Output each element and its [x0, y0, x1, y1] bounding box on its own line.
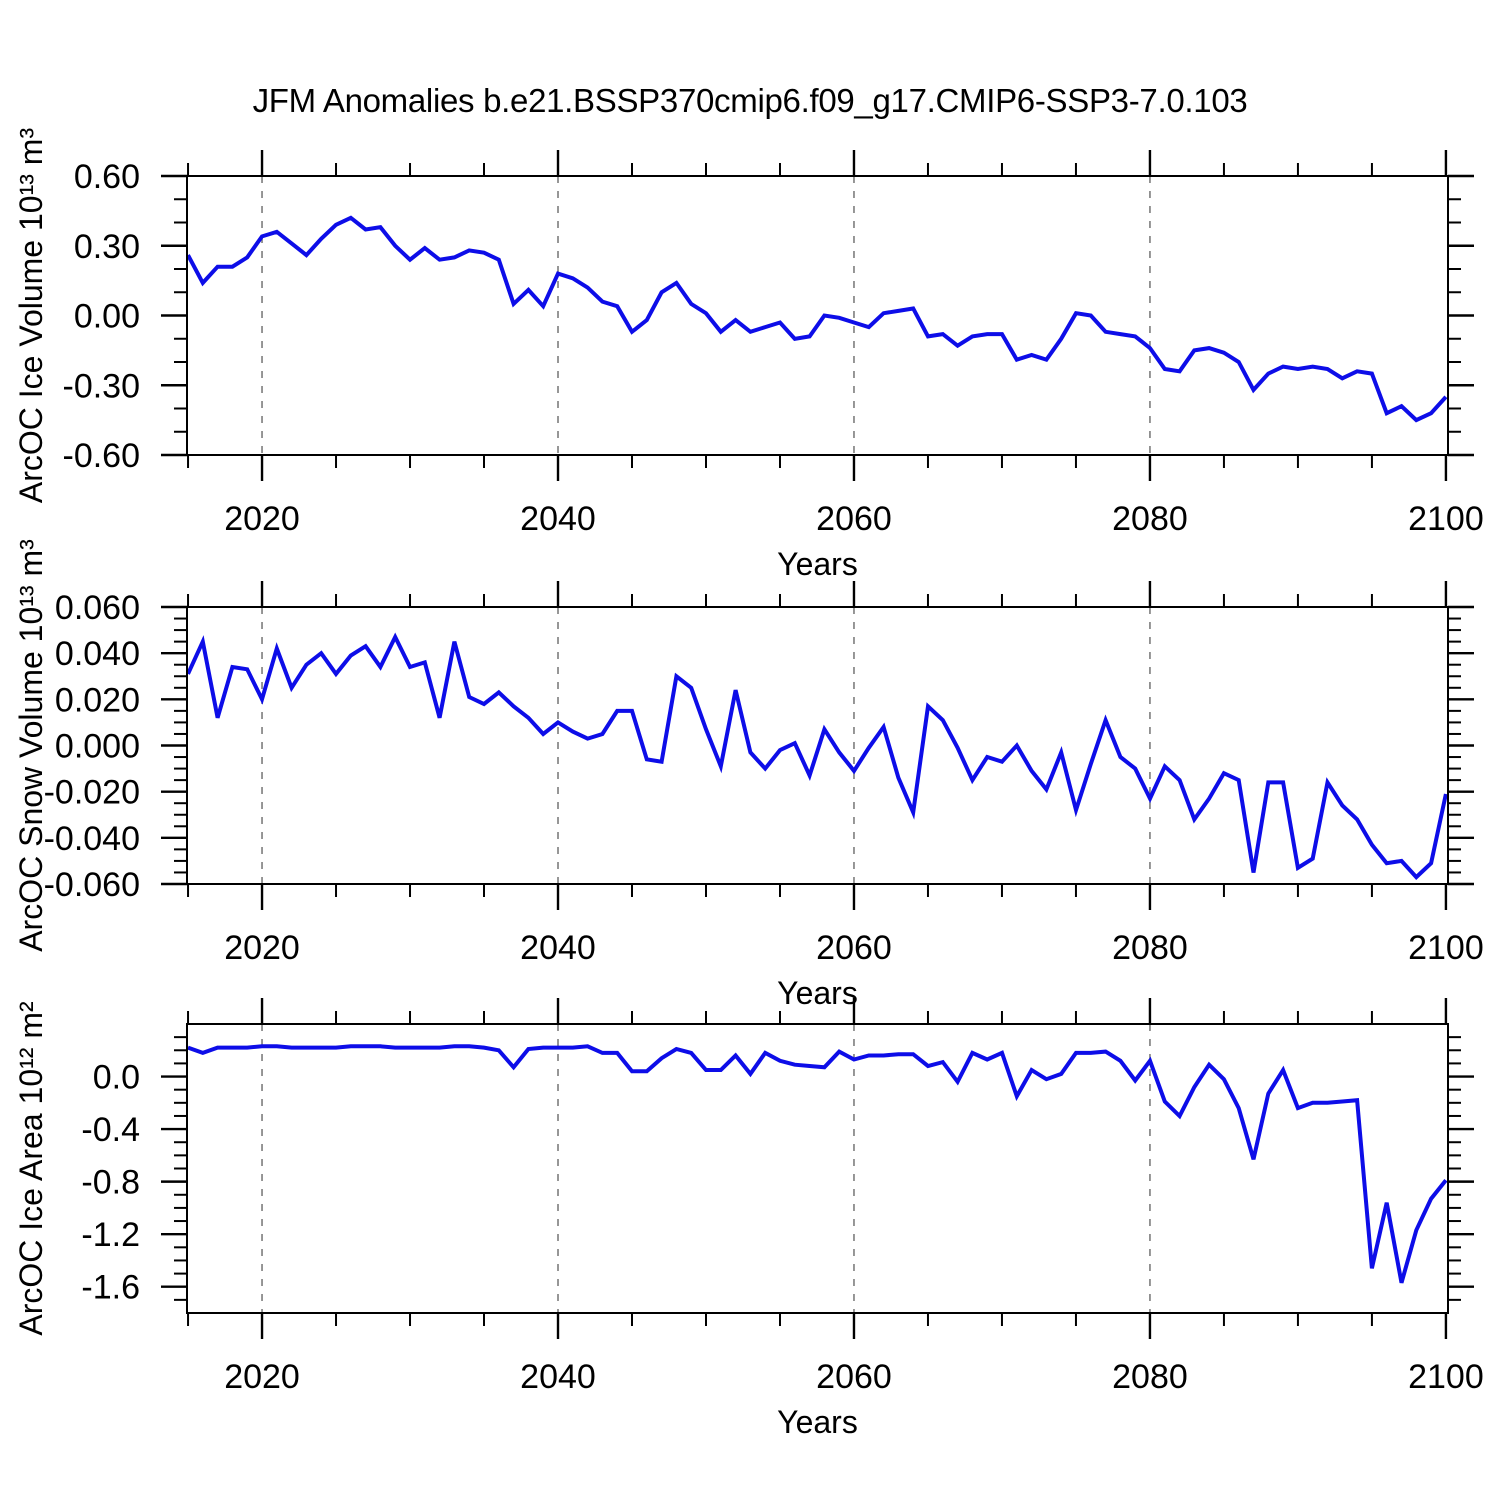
page-title: JFM Anomalies b.e21.BSSP370cmip6.f09_g17… — [252, 82, 1248, 119]
y-tick-label: -0.30 — [63, 367, 141, 405]
y-tick-label: -0.4 — [81, 1111, 140, 1149]
x-tick-label: 2100 — [1408, 929, 1484, 967]
y-tick-label: 0.30 — [74, 228, 140, 266]
y-axis-title: ArcOC Ice Area 10¹² m² — [13, 1001, 49, 1336]
y-tick-label: -0.8 — [81, 1164, 140, 1202]
panel-arcoc-snow-volume: 2020 2040 2060 2080 2100 Years 0.060 0.040 0.020… — [13, 539, 1484, 1011]
y-tick-label: -1.2 — [81, 1216, 140, 1254]
x-tick-label: 2040 — [520, 1358, 596, 1396]
x-axis-title: Years — [777, 1404, 858, 1440]
x-tick-label: 2060 — [816, 929, 892, 967]
x-tick-label: 2020 — [224, 929, 300, 967]
x-axis-title: Years — [777, 546, 858, 582]
arcoc-snow-volume-line — [186, 632, 1448, 880]
arcoc-ice-volume-line — [186, 215, 1448, 423]
y-tick-label: 0.060 — [55, 589, 140, 627]
x-tick-label: 2060 — [816, 1358, 892, 1396]
x-tick-label: 2080 — [1112, 500, 1188, 538]
x-tick-label: 2100 — [1408, 500, 1484, 538]
y-axis-title: ArcOC Ice Volume 10¹³ m³ — [13, 128, 49, 504]
y-tick-label: -0.020 — [44, 774, 140, 812]
y-tick-label: -0.60 — [63, 437, 141, 475]
y-tick-label: 0.60 — [74, 158, 140, 196]
x-tick-label: 2100 — [1408, 1358, 1484, 1396]
y-tick-label: 0.0 — [93, 1059, 140, 1097]
y-tick-label: 0.000 — [55, 728, 140, 766]
y-tick-label: -1.6 — [81, 1269, 140, 1307]
x-tick-label: 2020 — [224, 1358, 300, 1396]
x-tick-label: 2080 — [1112, 1358, 1188, 1396]
arcoc-ice-area-line — [187, 1044, 1448, 1284]
y-tick-label: -0.060 — [44, 866, 140, 904]
y-tick-label: -0.040 — [44, 820, 140, 858]
x-axis-title: Years — [777, 975, 858, 1011]
x-tick-label: 2020 — [224, 500, 300, 538]
panel-arcoc-ice-area: 2020 2040 2060 2080 2100 Years 0.0 -0.4 -0.8 -1.2… — [13, 998, 1484, 1440]
plot-frame — [186, 175, 1449, 456]
y-tick-label: 0.040 — [55, 635, 140, 673]
x-tick-label: 2040 — [520, 500, 596, 538]
x-tick-label: 2080 — [1112, 929, 1188, 967]
y-tick-label: 0.00 — [74, 298, 140, 336]
panel-arcoc-ice-volume: 2020 2040 2060 2080 2100 Years 0.60 0.30 0.00 -0.… — [13, 128, 1484, 582]
y-tick-label: 0.020 — [55, 681, 140, 719]
x-tick-label: 2040 — [520, 929, 596, 967]
x-tick-label: 2060 — [816, 500, 892, 538]
y-axis-title: ArcOC Snow Volume 10¹³ m³ — [13, 539, 49, 952]
